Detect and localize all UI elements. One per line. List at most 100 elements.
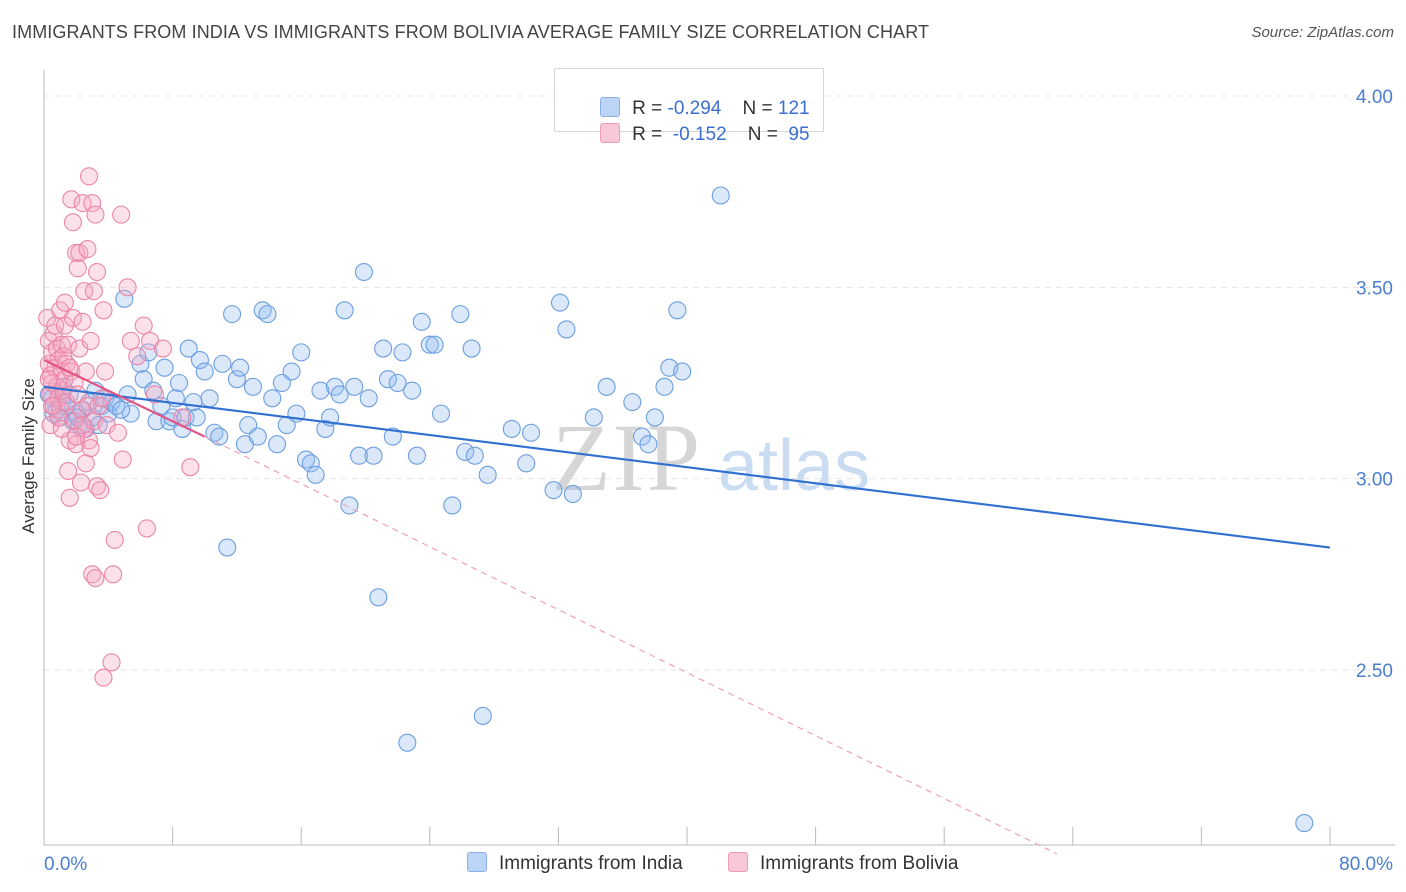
india-point — [218, 538, 237, 557]
watermark-atlas: atlas — [718, 426, 870, 506]
trend-lines — [43, 359, 1331, 855]
india-point — [210, 427, 229, 446]
bolivia-point — [121, 331, 140, 350]
india-point — [393, 343, 412, 362]
india-point — [388, 373, 407, 393]
india-swatch — [600, 97, 621, 117]
bolivia-point — [91, 481, 110, 500]
india-point — [258, 305, 277, 324]
bolivia-point — [102, 653, 121, 672]
legend-r-label: R = — [632, 124, 668, 145]
y-axis-label: Average Family Size — [19, 378, 38, 534]
bolivia-point — [137, 519, 156, 538]
bolivia-point — [108, 423, 127, 442]
india-point — [420, 335, 439, 354]
india-point — [378, 370, 398, 389]
bolivia-point — [71, 473, 91, 492]
india-point — [190, 350, 209, 370]
india-point — [557, 320, 576, 339]
correlation-legend: R = -0.294 N = 121 R = -0.152 N = 95 — [554, 68, 824, 145]
india-point — [645, 408, 664, 427]
chart-title: IMMIGRANTS FROM INDIA VS IMMIGRANTS FROM… — [12, 22, 930, 42]
india-point — [673, 362, 692, 381]
india-point — [451, 305, 470, 324]
india-point — [263, 389, 282, 408]
india-point — [432, 404, 451, 423]
india-point — [169, 373, 189, 393]
bolivia-point — [81, 439, 100, 458]
bolivia-point — [67, 427, 86, 446]
bolivia-point — [42, 396, 62, 416]
bolivia-point — [52, 419, 71, 438]
india-point — [398, 733, 417, 752]
bolivia-point — [62, 190, 81, 209]
bolivia-point — [79, 167, 99, 186]
india-point — [655, 377, 674, 396]
india-point — [364, 446, 383, 465]
watermark: ZIP atlas — [552, 404, 870, 511]
india-point — [187, 408, 206, 427]
bolivia-point — [60, 488, 79, 507]
bolivia-point — [128, 347, 147, 366]
legend-item-india[interactable]: Immigrants from India — [467, 852, 683, 875]
x-tick-labels: 0.0% 80.0% — [44, 854, 1393, 875]
india-point — [359, 389, 378, 408]
bolivia-point — [86, 205, 105, 224]
bolivia-point — [78, 240, 97, 259]
bolivia-point — [55, 293, 74, 312]
legend-item-bolivia[interactable]: Immigrants from Bolivia — [728, 852, 959, 875]
bolivia-point — [118, 278, 137, 297]
india-point — [227, 370, 246, 389]
india-point — [462, 339, 481, 358]
india-point — [121, 404, 140, 423]
india-point — [522, 423, 541, 442]
bolivia-point — [87, 262, 107, 282]
legend-n-label: N = — [742, 98, 778, 119]
bolivia-point — [63, 308, 82, 327]
india-point — [403, 381, 422, 400]
india-point — [139, 343, 158, 362]
bolivia-point — [83, 194, 102, 213]
india-point — [711, 186, 730, 205]
india-point — [231, 358, 250, 377]
india-point — [563, 484, 582, 504]
india-point — [597, 377, 616, 396]
india-point — [425, 335, 444, 354]
bolivia-point — [59, 335, 78, 354]
legend-n-value-bolivia: 95 — [783, 124, 810, 145]
india-point — [282, 362, 301, 381]
india-points — [39, 186, 1314, 833]
india-point — [243, 377, 263, 396]
legend-row-bolivia: R = -0.152 N = 95 — [579, 101, 810, 145]
bolivia-point — [86, 569, 105, 588]
legend-n-label: N = — [747, 124, 784, 145]
india-point — [632, 427, 652, 446]
bolivia-point — [60, 358, 79, 377]
india-point — [340, 496, 359, 515]
bolivia-point — [96, 362, 115, 381]
india-point — [268, 435, 287, 454]
india-point — [195, 362, 214, 381]
bolivia-point — [73, 312, 92, 331]
india-point — [311, 381, 330, 400]
grid — [44, 95, 1395, 671]
india-point — [517, 454, 536, 473]
x-tick-label-max: 80.0% — [1339, 854, 1393, 875]
y-tick-labels: 2.50 3.00 3.50 4.00 — [1356, 87, 1393, 682]
bolivia-swatch — [600, 123, 621, 143]
bolivia-point — [63, 213, 82, 232]
india-point — [223, 305, 242, 324]
india-point — [1295, 814, 1314, 833]
legend-n-value-india: 121 — [777, 98, 810, 119]
y-tick-label: 4.00 — [1356, 87, 1393, 108]
india-point — [248, 427, 267, 446]
india-point — [473, 706, 492, 725]
india-point — [502, 419, 521, 438]
india-point — [478, 465, 497, 484]
source-credit: Source: ZipAtlas.com — [1251, 24, 1394, 41]
india-point — [115, 289, 134, 308]
bolivia-point — [39, 370, 58, 389]
india-point — [374, 339, 393, 358]
bolivia-point — [75, 282, 94, 301]
